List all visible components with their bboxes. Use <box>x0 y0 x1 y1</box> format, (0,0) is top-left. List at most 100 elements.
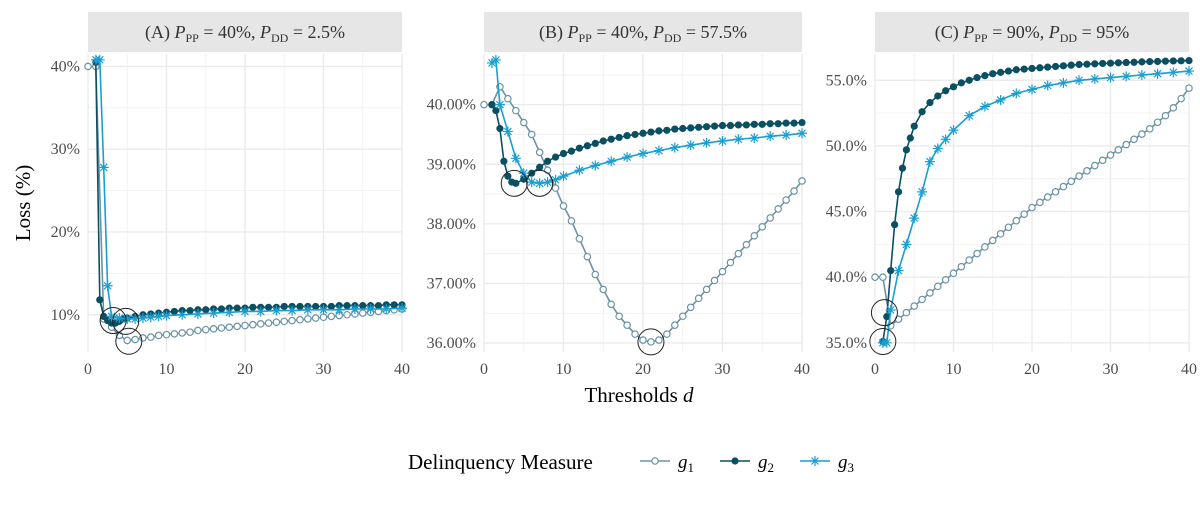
series-g2-line <box>491 104 803 185</box>
series-g1-point <box>1059 182 1068 191</box>
series-g2-point <box>703 123 711 131</box>
series-g2-point <box>1004 67 1013 75</box>
series-g3-point <box>653 145 664 156</box>
series-g3-point <box>177 309 188 320</box>
legend: Delinquency Measure g1 g2 g3 <box>408 450 854 475</box>
y-tick-label: 40.0% <box>826 269 867 286</box>
series-g1-point <box>965 256 974 264</box>
title-v1: = 40%, <box>592 22 653 42</box>
series-g3-point <box>208 308 219 319</box>
series-g2-point <box>559 149 568 158</box>
series-g2-point <box>583 142 591 150</box>
series-g1-point <box>296 315 304 324</box>
title-v1: = 40%, <box>199 22 260 42</box>
series-g3-point <box>797 128 807 139</box>
series-g1-point <box>631 330 639 338</box>
series-g1-point <box>209 325 218 333</box>
series-g1-point <box>1083 167 1091 175</box>
x-tick-label: 30 <box>316 361 332 378</box>
series-g1-point <box>996 230 1005 238</box>
series-g3-point <box>1121 71 1132 82</box>
series-g3-point <box>1152 68 1163 79</box>
series-g2-point <box>934 92 942 100</box>
series-g1-point <box>926 289 934 297</box>
series-g2-point <box>891 221 899 229</box>
series-g3-point <box>701 137 712 148</box>
series-g1-point <box>678 312 687 321</box>
series-g1-point <box>766 214 775 222</box>
series-g1-point <box>288 316 296 325</box>
y-tick-label: 38.00% <box>427 216 476 233</box>
series-g1-point <box>225 323 234 331</box>
y-tick-label: 37.00% <box>427 275 476 292</box>
series-g2-point <box>687 124 695 132</box>
series-g2-point <box>567 147 576 155</box>
x-axis-title-text: Thresholds <box>584 383 683 407</box>
y-tick-label: 36.00% <box>427 335 476 352</box>
series-g3-point <box>224 307 235 318</box>
series-g2-point <box>1012 66 1020 74</box>
series-g1-point <box>504 94 512 103</box>
title-s2: DD <box>664 31 682 45</box>
series-g2-point <box>663 126 671 134</box>
x-axis-title: Thresholds d <box>584 383 694 407</box>
series-g1-point <box>949 269 958 278</box>
series-g3-point <box>1058 77 1069 88</box>
x-tick-label: 10 <box>159 361 175 378</box>
series-g3-point <box>98 162 109 173</box>
x-tick-label: 40 <box>794 361 810 378</box>
legend-label-g: g <box>838 452 848 473</box>
series-g1-point <box>742 240 751 249</box>
series-g2-point <box>957 79 965 87</box>
series-g2-point <box>766 120 774 128</box>
series-g1-point <box>670 321 679 329</box>
series-g3-point <box>153 311 164 322</box>
title-p2: P <box>259 22 271 42</box>
series-g1-point <box>1075 172 1083 180</box>
panel-c: (C) PPP = 90%, PDD = 95%0 10 20 30 4035.0%40… <box>826 12 1197 378</box>
series-g1-point <box>1043 193 1052 201</box>
series-g3-point <box>940 134 951 145</box>
y-tick-label: 40% <box>51 58 80 75</box>
series-g1-point <box>1012 216 1021 225</box>
series-g1-point <box>1036 198 1044 207</box>
series-g2-point <box>1177 57 1185 65</box>
series-g3-point <box>192 308 203 319</box>
series-g3-point <box>122 313 133 324</box>
optimum-circle <box>870 299 898 327</box>
series-g2-point <box>496 124 504 133</box>
series-g2-point <box>774 120 782 128</box>
legend-label-sub: 1 <box>688 460 695 475</box>
series-g2-point <box>544 157 552 165</box>
series-g2-point <box>186 307 194 315</box>
series-g2-point <box>575 144 584 152</box>
series-g3-point <box>518 168 529 179</box>
series-g2-point <box>536 163 544 171</box>
title-v2: = 57.5% <box>681 22 747 42</box>
series-g2-point <box>973 74 981 82</box>
optimum-circle <box>99 307 127 335</box>
series-g2-point <box>1020 65 1028 73</box>
series-g1-point <box>774 205 782 213</box>
series-g3-point <box>302 304 313 315</box>
series-g3-point <box>106 311 117 322</box>
series-g1-point <box>782 196 790 204</box>
title-p1: P <box>173 22 185 42</box>
x-tick-label: 30 <box>715 361 731 378</box>
series-g3-point <box>494 99 505 110</box>
series-g2-point <box>623 132 631 140</box>
title-s2: DD <box>1060 31 1078 45</box>
series-g2-point <box>1083 60 1091 68</box>
series-g3-point <box>526 177 537 188</box>
series-g2-point <box>750 120 758 128</box>
series-g1-point <box>480 100 488 109</box>
title-s2: DD <box>271 31 289 45</box>
series-g1-point <box>1177 94 1185 103</box>
series-g2-point <box>655 127 663 135</box>
title-v1: = 90%, <box>988 22 1049 42</box>
series-g1-point <box>1028 203 1036 212</box>
series-g2-point <box>949 83 958 91</box>
series-g3-point <box>669 142 680 153</box>
x-tick-label: 10 <box>556 361 572 378</box>
